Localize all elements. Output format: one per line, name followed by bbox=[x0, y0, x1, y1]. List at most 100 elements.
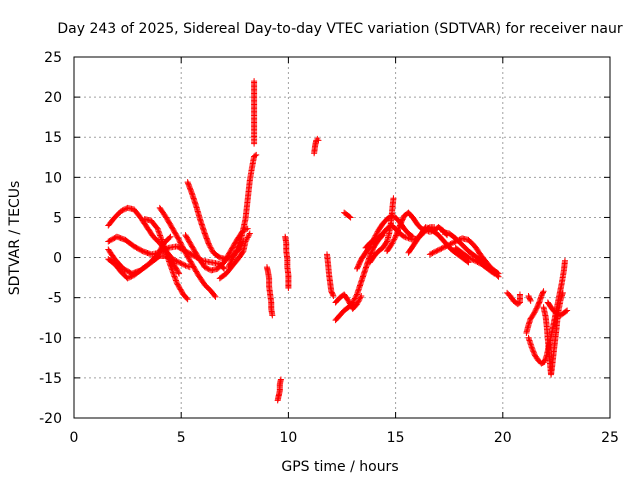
series-arc-21.9 bbox=[540, 289, 566, 378]
data-point bbox=[447, 241, 454, 248]
data-point bbox=[232, 250, 239, 257]
series-arc-12.7 bbox=[341, 209, 354, 221]
data-point bbox=[231, 251, 238, 258]
data-point bbox=[207, 244, 214, 251]
data-point bbox=[530, 310, 537, 317]
data-point bbox=[527, 297, 534, 304]
series-arc-9.6 bbox=[274, 376, 284, 404]
y-tick-label: 5 bbox=[53, 210, 62, 226]
data-point bbox=[227, 259, 234, 266]
data-point bbox=[532, 306, 539, 313]
data-point bbox=[442, 243, 449, 250]
data-point bbox=[469, 256, 476, 263]
data-point bbox=[353, 292, 360, 299]
data-point bbox=[178, 242, 185, 249]
data-point bbox=[246, 231, 253, 238]
x-tick-label: 10 bbox=[279, 430, 297, 446]
data-point bbox=[532, 308, 539, 315]
data-point bbox=[450, 239, 457, 246]
data-point bbox=[390, 237, 397, 244]
data-point bbox=[540, 288, 547, 295]
data-point bbox=[443, 243, 450, 250]
data-point bbox=[446, 241, 453, 248]
data-point bbox=[243, 237, 250, 244]
data-point bbox=[428, 250, 435, 257]
series-arc-20.3 bbox=[504, 289, 523, 308]
data-point bbox=[561, 257, 568, 264]
data-point bbox=[405, 235, 412, 242]
data-point bbox=[179, 261, 186, 268]
data-point bbox=[233, 247, 240, 254]
data-point bbox=[176, 236, 183, 243]
data-point bbox=[184, 296, 191, 303]
data-point bbox=[226, 262, 233, 269]
data-point bbox=[118, 208, 125, 215]
data-point bbox=[437, 246, 444, 253]
data-point bbox=[229, 256, 236, 263]
data-point bbox=[153, 224, 160, 231]
series-spike-8.4 bbox=[251, 78, 258, 147]
data-point bbox=[531, 351, 538, 358]
data-point bbox=[473, 258, 480, 265]
data-point bbox=[179, 243, 186, 250]
data-point bbox=[177, 239, 184, 246]
data-point bbox=[433, 248, 440, 255]
data-point bbox=[277, 376, 284, 383]
y-tick-label: 20 bbox=[44, 90, 62, 106]
data-point bbox=[529, 347, 536, 354]
data-point bbox=[516, 291, 523, 298]
data-point bbox=[179, 244, 186, 251]
data-point bbox=[211, 292, 218, 299]
data-point bbox=[180, 245, 187, 252]
data-point bbox=[174, 258, 181, 265]
x-tick-label: 0 bbox=[70, 430, 79, 446]
data-point bbox=[175, 235, 182, 242]
data-point bbox=[401, 233, 408, 240]
data-point bbox=[475, 259, 482, 266]
data-point bbox=[181, 247, 188, 254]
data-point bbox=[185, 263, 192, 270]
data-point bbox=[490, 269, 497, 276]
data-point bbox=[208, 247, 215, 254]
data-point bbox=[119, 207, 126, 214]
data-point bbox=[528, 344, 535, 351]
data-point bbox=[435, 246, 442, 253]
data-point bbox=[315, 137, 322, 144]
series-arc-18.0 bbox=[452, 244, 498, 277]
data-point bbox=[432, 248, 439, 255]
data-point bbox=[422, 224, 429, 231]
data-point bbox=[347, 214, 354, 221]
y-axis: -20 -15 -10 -5 0 5 10 15 20 25 bbox=[39, 50, 610, 427]
data-points bbox=[105, 78, 571, 404]
data-point bbox=[225, 264, 232, 271]
data-point bbox=[120, 206, 127, 213]
data-point bbox=[468, 255, 475, 262]
data-point bbox=[491, 270, 498, 277]
series-arc-22.1 bbox=[544, 299, 571, 319]
data-point bbox=[229, 255, 236, 262]
plot-frame bbox=[73, 56, 611, 419]
data-point bbox=[356, 295, 363, 302]
data-point bbox=[371, 236, 378, 243]
data-point bbox=[391, 235, 398, 242]
data-point bbox=[402, 234, 409, 241]
data-point bbox=[330, 293, 337, 300]
data-point bbox=[425, 225, 432, 232]
data-point bbox=[236, 239, 243, 246]
x-tick-label: 15 bbox=[387, 430, 405, 446]
data-point bbox=[176, 259, 183, 266]
data-point bbox=[177, 240, 184, 247]
data-point bbox=[553, 310, 560, 317]
series-arc-11.8 bbox=[323, 251, 337, 300]
data-point bbox=[559, 289, 566, 296]
y-tick-label: 0 bbox=[53, 251, 62, 267]
data-point bbox=[251, 78, 258, 85]
y-tick-label: -10 bbox=[39, 331, 62, 347]
data-point bbox=[354, 301, 361, 308]
data-point bbox=[167, 233, 174, 240]
data-point bbox=[540, 289, 546, 296]
data-point bbox=[438, 245, 445, 252]
data-point bbox=[354, 299, 361, 306]
data-point bbox=[201, 264, 208, 271]
